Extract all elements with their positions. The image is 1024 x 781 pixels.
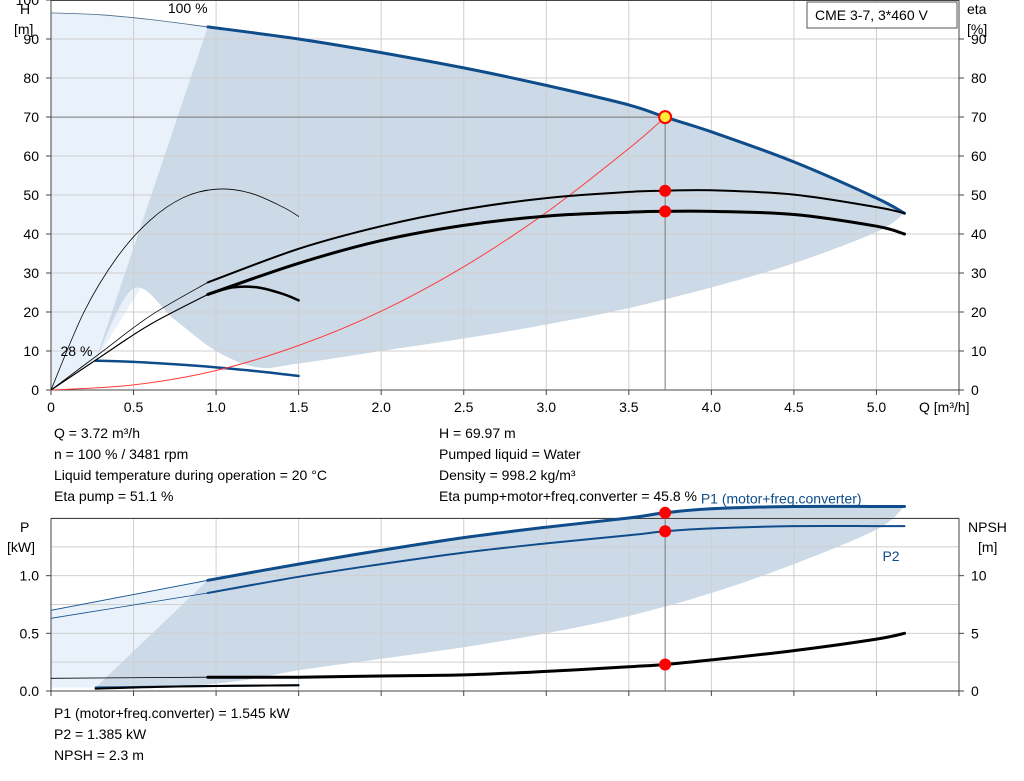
y2-tick-label: 20 <box>971 304 987 320</box>
info-bottom: P1 (motor+freq.converter) = 1.545 kW P2 … <box>54 703 290 766</box>
series-eta-total <box>206 209 906 296</box>
info-top-right: H = 69.97 m Pumped liquid = Water Densit… <box>439 423 697 507</box>
x-tick-label: 2.0 <box>371 399 391 415</box>
y-tick-label: 0.5 <box>20 625 40 641</box>
y-tick-label: 90 <box>23 31 39 47</box>
y-axis-title: H <box>20 1 30 17</box>
info-eta-total: Eta pump+motor+freq.converter = 45.8 % <box>439 488 697 504</box>
y2-tick-label: 80 <box>971 70 987 86</box>
pump-label-frame <box>806 1 958 29</box>
curve-speed-label: 28 % <box>61 343 93 359</box>
y-axis-title: P <box>20 519 29 535</box>
pump-label: CME 3-7, 3*460 V <box>815 7 928 23</box>
series-eta-total-28 <box>206 285 300 302</box>
x-tick-label: 1.0 <box>206 399 226 415</box>
y2-tick-label: 30 <box>971 265 987 281</box>
y2-axis-unit: [m] <box>978 539 997 555</box>
y2-tick-label: 0 <box>971 382 979 398</box>
duty-point-marker <box>659 184 672 197</box>
duty-point-marker <box>659 658 672 671</box>
y-tick-label: 70 <box>23 109 39 125</box>
series-NPSH-28 <box>94 684 300 690</box>
series-head-100 <box>206 25 906 215</box>
y2-tick-label: 70 <box>971 109 987 125</box>
series-eta-pump <box>206 189 906 284</box>
info-eta-pump: Eta pump = 51.1 % <box>54 488 174 504</box>
series-system-curve <box>50 116 666 391</box>
x-tick-label: 0.5 <box>124 399 144 415</box>
y2-tick-label: 90 <box>971 31 987 47</box>
y2-tick-label: 50 <box>971 187 987 203</box>
x-tick-label: 2.5 <box>454 399 474 415</box>
info-p2: P2 = 1.385 kW <box>54 726 147 742</box>
pump-curve: 0 0.5 1.0 1.5 2.0 2.5 3.0 3.5 4.0 4.5 5.0 Q [m³/h]0… <box>14 0 987 415</box>
y2-axis-title: eta <box>967 1 987 17</box>
y-axis-unit: [m] <box>14 21 33 37</box>
duty-point-marker <box>659 205 672 218</box>
series-eta-pump-extension <box>50 282 209 391</box>
y-tick-label: 50 <box>23 187 39 203</box>
plot-frame <box>50 518 960 692</box>
series-NPSH-extension <box>50 676 209 679</box>
y-tick-label: 60 <box>23 148 39 164</box>
y-axis-unit: [kW] <box>7 539 35 555</box>
y-tick-label: 1.0 <box>20 568 40 584</box>
y-tick-label: 20 <box>23 304 39 320</box>
series-NPSH <box>206 631 906 679</box>
y2-tick-label: 10 <box>971 343 987 359</box>
y2-tick-label: 60 <box>971 148 987 164</box>
y2-axis-unit: [%] <box>967 21 987 37</box>
curve-speed-label: 100 % <box>168 0 208 16</box>
duty-point-marker <box>659 525 672 538</box>
info-head: H = 69.97 m <box>439 425 516 441</box>
series-P2 <box>206 524 906 594</box>
x-tick-label: 4.5 <box>784 399 804 415</box>
operating-region <box>95 26 905 369</box>
x-tick-label: 3.0 <box>537 399 557 415</box>
info-speed: n = 100 % / 3481 rpm <box>54 446 189 462</box>
y-tick-label: 10 <box>23 343 39 359</box>
info-npsh: NPSH = 2.3 m <box>54 747 144 763</box>
y-tick-label: 40 <box>23 226 39 242</box>
y-tick-label: 80 <box>23 70 39 86</box>
y2-tick-label: 5 <box>971 625 979 641</box>
y2-tick-label: 40 <box>971 226 987 242</box>
info-density: Density = 998.2 kg/m³ <box>439 467 576 483</box>
info-top-left: Q = 3.72 m³/h n = 100 % / 3481 rpm Liqui… <box>54 423 327 507</box>
light-region <box>51 580 208 688</box>
operating-point-marker <box>658 110 673 125</box>
x-tick-label: 5.0 <box>867 399 887 415</box>
series-eta-total-extension <box>50 293 209 391</box>
series-P2-extension <box>50 592 209 619</box>
x-tick-label: 1.5 <box>289 399 309 415</box>
y2-axis-title: NPSH <box>968 519 1007 535</box>
duty-point-marker <box>659 506 672 519</box>
light-region <box>51 12 208 391</box>
y-tick-label: 0.0 <box>20 683 40 699</box>
x-tick-label: 3.5 <box>619 399 639 415</box>
operating-region <box>95 506 905 688</box>
series-head-28 <box>94 359 300 378</box>
series-P1 <box>206 504 906 582</box>
legend-entry: P1 (motor+freq.converter) <box>701 490 862 506</box>
legend-entry: P2 <box>882 548 899 564</box>
series-eta-pump-28 <box>50 188 299 391</box>
power-curve: 0.0 0.5 1.0 0 5 10 P [kW] NPSH [m] P1 (motor+freq.… <box>7 490 1007 699</box>
info-pumped-liquid: Pumped liquid = Water <box>439 446 581 462</box>
y-tick-label: 0 <box>31 382 39 398</box>
x-axis-label: Q [m³/h] <box>919 399 970 415</box>
series-P1-extension <box>50 579 209 611</box>
info-p1: P1 (motor+freq.converter) = 1.545 kW <box>54 705 290 721</box>
series-head-100-extension <box>50 12 209 28</box>
pump-label-box: CME 3-7, 3*460 V <box>806 1 958 29</box>
y2-tick-label: 0 <box>971 683 979 699</box>
y2-tick-label: 10 <box>971 568 987 584</box>
y-tick-label: 100 <box>16 0 40 8</box>
x-tick-label: 4.0 <box>702 399 722 415</box>
info-flow: Q = 3.72 m³/h <box>54 425 140 441</box>
y-tick-label: 30 <box>23 265 39 281</box>
info-liquid-temperature: Liquid temperature during operation = 20… <box>54 467 327 483</box>
x-tick-label: 0 <box>47 399 55 415</box>
